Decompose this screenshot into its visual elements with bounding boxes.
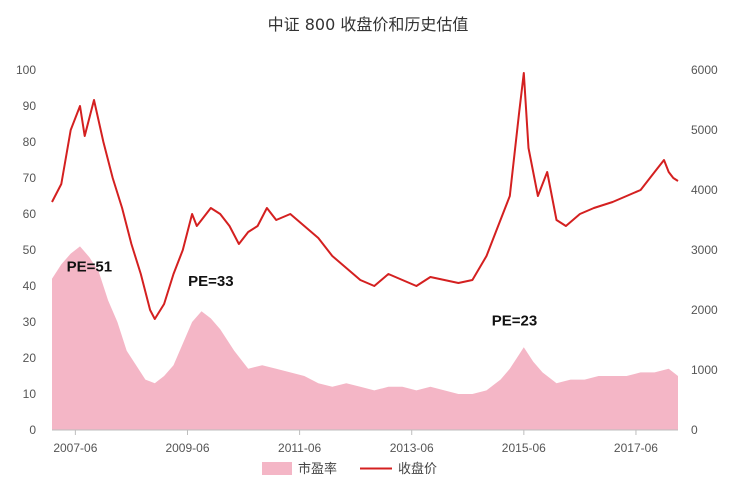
right-tick-label: 1000 bbox=[691, 363, 718, 377]
chart-title: 中证 800 收盘价和历史估值 bbox=[268, 15, 469, 34]
legend-swatch-pe bbox=[262, 462, 292, 475]
x-tick-label: 2013-06 bbox=[390, 441, 434, 455]
left-tick-label: 100 bbox=[16, 63, 36, 77]
legend-label-pe: 市盈率 bbox=[298, 461, 337, 477]
right-tick-label: 5000 bbox=[691, 123, 718, 137]
x-axis-ticks: 2007-06 2009-06 2011-06 2013-06 2015-06 2017-… bbox=[53, 430, 658, 455]
x-tick-label: 2007-06 bbox=[53, 441, 97, 455]
right-tick-label: 4000 bbox=[691, 183, 718, 197]
left-tick-label: 10 bbox=[23, 387, 37, 401]
annotations: PE=51 PE=33 PE=23 bbox=[67, 259, 538, 330]
right-axis-ticks: 0 1000 2000 3000 4000 5000 6000 bbox=[691, 63, 718, 437]
right-tick-label: 3000 bbox=[691, 243, 718, 257]
legend-label-close: 收盘价 bbox=[398, 461, 437, 477]
left-tick-label: 40 bbox=[23, 279, 37, 293]
x-tick-label: 2017-06 bbox=[614, 441, 658, 455]
x-tick-label: 2009-06 bbox=[165, 441, 209, 455]
right-tick-label: 6000 bbox=[691, 63, 718, 77]
x-tick-label: 2015-06 bbox=[502, 441, 546, 455]
right-tick-label: 0 bbox=[691, 423, 698, 437]
pe-annotation: PE=33 bbox=[188, 273, 233, 290]
left-axis-ticks: 0 10 20 30 40 50 60 70 80 90 100 bbox=[16, 63, 36, 437]
left-tick-label: 90 bbox=[23, 99, 37, 113]
pe-annotation: PE=23 bbox=[492, 313, 537, 330]
left-tick-label: 50 bbox=[23, 243, 37, 257]
left-tick-label: 70 bbox=[23, 171, 37, 185]
left-tick-label: 20 bbox=[23, 351, 37, 365]
pe-area-series bbox=[52, 246, 678, 430]
close-price-line bbox=[51, 72, 679, 320]
x-tick-label: 2011-06 bbox=[278, 441, 321, 455]
close-price-series bbox=[51, 72, 679, 320]
left-tick-label: 80 bbox=[23, 135, 37, 149]
left-tick-label: 60 bbox=[23, 207, 37, 221]
left-tick-label: 0 bbox=[29, 423, 36, 437]
pe-area bbox=[52, 246, 678, 430]
pe-annotation: PE=51 bbox=[67, 259, 112, 276]
legend: 市盈率 收盘价 bbox=[262, 461, 437, 477]
left-tick-label: 30 bbox=[23, 315, 37, 329]
right-tick-label: 2000 bbox=[691, 303, 718, 317]
